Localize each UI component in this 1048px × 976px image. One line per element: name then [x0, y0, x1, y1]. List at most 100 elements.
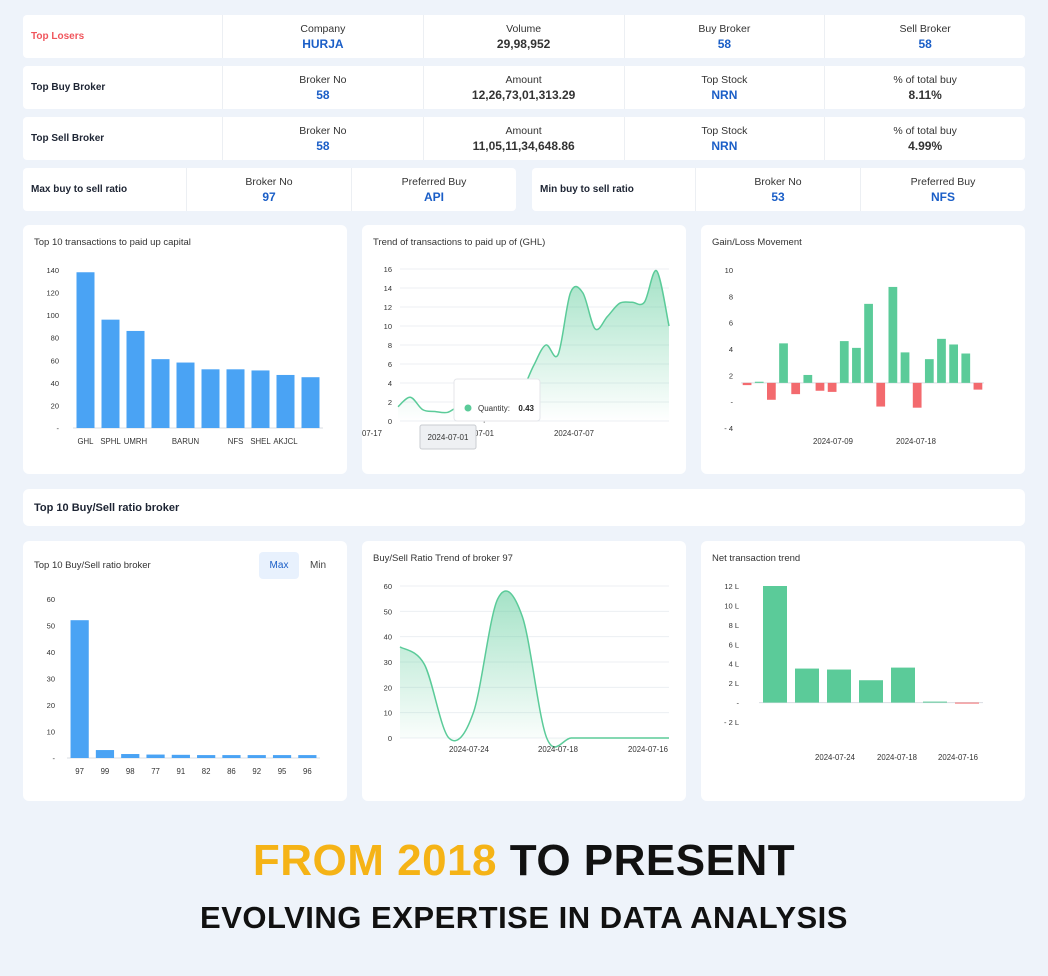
paid-up-bar-chart: - 20 40 60 80 100 120 140 GHL SPHL UMRH BARUN NFS SHE…: [46, 266, 323, 446]
bar: [949, 344, 958, 383]
x-tick-label: 98: [126, 767, 135, 776]
y-tick-label: 20: [51, 401, 59, 410]
x-tick-label: 2024-07-24: [449, 745, 490, 754]
bar: [973, 382, 983, 390]
chart-title: Gain/Loss Movement: [712, 237, 802, 248]
x-tick-label: UMRH: [124, 437, 147, 446]
y-tick-label: 60: [384, 582, 392, 591]
footer-banner: [0, 806, 1048, 976]
y-tick-label: 40: [47, 648, 55, 657]
headline-from: FROM: [252, 836, 385, 885]
y-tick-label: 6: [388, 360, 392, 369]
x-tick-label: 77: [151, 767, 160, 776]
series-line: [397, 270, 670, 418]
min-ratio-label: Min buy to sell ratio: [532, 168, 696, 211]
chart-card-ghl-trend: Trend of transactions to paid up of (GHL…: [362, 225, 686, 474]
y-tick-label: - 4: [724, 424, 733, 433]
stat-cell: Broker No 97: [187, 168, 352, 211]
chart-card-paid-up: Top 10 transactions to paid up capital -…: [23, 225, 347, 474]
x-tick-label: GHL: [77, 437, 94, 446]
bar: [791, 382, 801, 395]
bar: [272, 755, 292, 758]
stat-cell: Amount 11,05,11,34,648.86: [424, 117, 625, 160]
stat-cell: Sell Broker 58: [899, 22, 951, 51]
stat-cell: % of total buy 8.11%: [893, 73, 957, 102]
max-ratio-row: Max buy to sell ratio Broker No 97 Prefer…: [23, 168, 516, 211]
x-tick-label: 2024-07-16: [938, 753, 978, 762]
y-tick-label: 10: [47, 728, 55, 737]
chart-title: Top 10 transactions to paid up capital: [34, 237, 191, 248]
stat-cell: Broker No 58: [223, 66, 424, 109]
y-tick-label: 10: [384, 709, 392, 718]
chart-title: Trend of transactions to paid up of (GHL…: [373, 237, 546, 248]
y-tick-label: 8: [388, 341, 392, 350]
bar: [171, 754, 190, 758]
chart-card-gain-loss: Gain/Loss Movement - 4 - 2 4 6 8 10 2024-07-09 2…: [701, 225, 1025, 474]
bar: [251, 370, 270, 428]
y-tick-label: 6: [729, 319, 733, 328]
bar: [923, 701, 947, 703]
x-tick-label: 82: [202, 767, 211, 776]
headline: FROM 2018 TO PRESENT: [0, 836, 1048, 886]
section-title: Top 10 Buy/Sell ratio broker: [23, 489, 1025, 526]
stat-cell: Preferred Buy NFS: [910, 175, 976, 204]
bar: [101, 319, 120, 428]
stat-cell: Preferred Buy API: [401, 175, 467, 204]
x-tick-label: NFS: [228, 437, 244, 446]
y-tick-label: 16: [384, 265, 392, 274]
y-tick-label: 8: [729, 292, 733, 301]
min-toggle-button[interactable]: Min: [309, 560, 327, 571]
bar: [955, 702, 979, 704]
tooltip-value: 0.43: [518, 404, 534, 413]
y-tick-label: 6 L: [729, 640, 739, 649]
y-tick-label: 2: [388, 398, 392, 407]
bar: [126, 330, 145, 428]
x-tick-label: SPHL: [100, 437, 121, 446]
max-toggle-button[interactable]: Max: [259, 552, 299, 579]
y-tick-label: 12: [384, 303, 392, 312]
bar: [201, 369, 220, 428]
chart-title: Top 10 Buy/Sell ratio broker: [34, 560, 151, 571]
net-transaction-bar-chart: - 2 L - 2 L 4 L 6 L 8 L 10 L 12 L 2024-07-24 2024…: [724, 582, 983, 762]
x-tick-label: 2024-07-09: [813, 437, 853, 446]
bar: [912, 382, 922, 408]
ghl-trend-area-chart: 0 2 4 6 8 10 12 14 16 2024-07-01 2024-07-07 2024-07…: [362, 265, 670, 450]
bar: [827, 382, 837, 392]
x-tick-label: 97: [75, 767, 84, 776]
ratio-trend-area-chart: 0 10 20 30 40 50 60 2024-07-24 2024-07-18 2024-07…: [384, 582, 669, 754]
ratio-broker-bar-chart: - 10 20 30 40 50 60 97 99 98 77 91 82 86 92 95 96: [47, 595, 320, 776]
y-tick-label: -: [53, 754, 56, 763]
max-ratio-label: Max buy to sell ratio: [23, 168, 187, 211]
bar: [95, 750, 115, 758]
stat-cell: Broker No 58: [223, 117, 424, 160]
min-ratio-row: Min buy to sell ratio Broker No 53 Prefer…: [532, 168, 1025, 211]
x-axis-pointer-label: 2024-07-01: [428, 433, 469, 442]
x-tick-label: 99: [101, 767, 110, 776]
stat-cell: Top Stock NRN: [625, 117, 826, 160]
y-tick-label: 2 L: [729, 679, 739, 688]
bar: [876, 382, 886, 407]
y-tick-label: 10: [384, 322, 392, 331]
x-tick-label: 2024-07-24: [815, 753, 856, 762]
stat-cell: Top Stock NRN: [625, 66, 826, 109]
subline: EVOLVING EXPERTISE IN DATA ANALYSIS: [200, 900, 848, 935]
y-tick-label: 80: [51, 334, 59, 343]
x-tick-label: AKJCL: [273, 437, 298, 446]
bar: [176, 362, 195, 428]
y-tick-label: 40: [384, 633, 392, 642]
tooltip-swatch: [464, 404, 472, 412]
y-tick-label: 20: [47, 701, 55, 710]
y-tick-label: 60: [47, 595, 55, 604]
tooltip-metric: Quantity:: [478, 404, 510, 413]
bar: [839, 341, 849, 383]
bar: [859, 680, 883, 703]
bar: [767, 382, 776, 400]
bar: [76, 272, 95, 428]
bar: [891, 667, 915, 703]
y-tick-label: 60: [51, 356, 59, 365]
x-tick-label: 91: [177, 767, 186, 776]
y-tick-label: -: [57, 424, 60, 433]
bar: [888, 286, 898, 383]
y-tick-label: 4: [729, 345, 733, 354]
bar: [754, 381, 764, 383]
